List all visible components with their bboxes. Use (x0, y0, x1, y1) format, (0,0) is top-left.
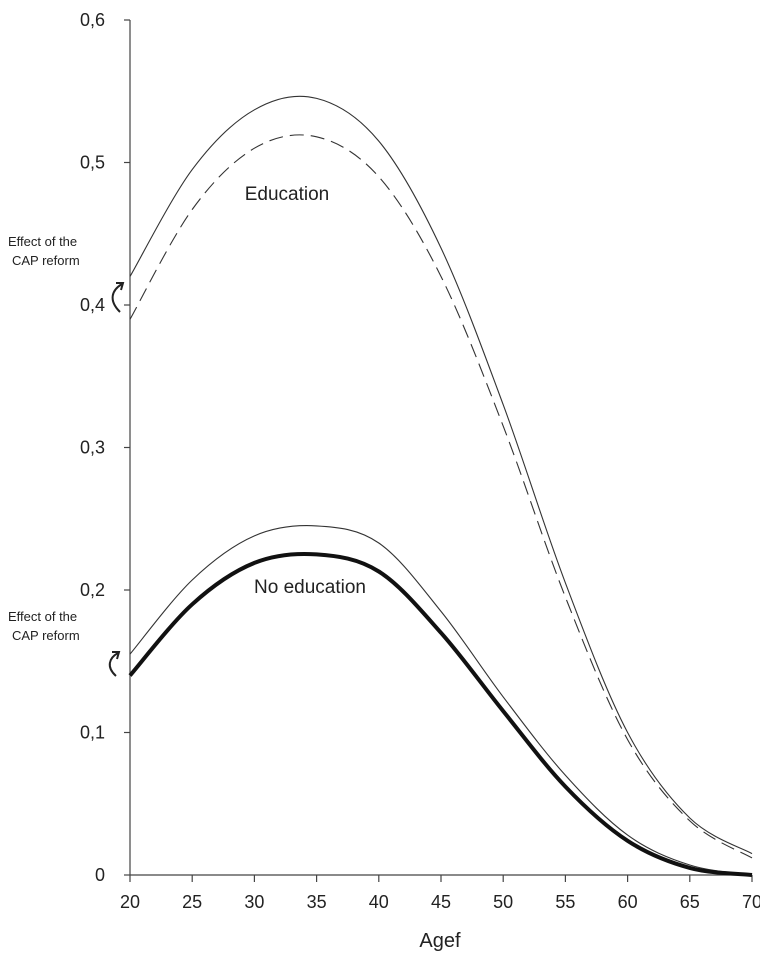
annotation-education: Education (245, 184, 330, 205)
side-note-upper-line-1: Effect of the (8, 234, 77, 249)
series-education-after-reform (129, 95, 753, 855)
arrow-lower-head-icon (112, 651, 121, 660)
arrow-upper-icon (111, 283, 123, 313)
annotation-no-education: No education (254, 577, 366, 598)
y-tick-label: 0,5 (80, 153, 105, 173)
x-axis-title: Agef (419, 930, 461, 952)
side-note-lower: Effect of the CAP reform (8, 609, 80, 643)
x-tick-label: 60 (618, 892, 638, 912)
x-tick-label: 65 (680, 892, 700, 912)
side-note-lower-line-2: CAP reform (12, 628, 80, 643)
y-tick-label: 0,4 (80, 295, 105, 315)
axes (129, 20, 752, 876)
arrow-upper-head-icon (116, 282, 125, 291)
y-tick-label: 0,6 (80, 10, 105, 30)
side-note-lower-line-1: Effect of the (8, 609, 77, 624)
ticks: 20 25 30 35 40 45 50 55 60 65 70 0 0,1 0,2 0,3 0,4 0,5 0,… (80, 10, 760, 912)
x-tick-label: 30 (244, 892, 264, 912)
y-tick-label: 0,1 (80, 723, 105, 743)
y-tick-label: 0,3 (80, 438, 105, 458)
x-tick-label: 25 (182, 892, 202, 912)
series-group (128, 95, 753, 877)
x-tick-label: 70 (742, 892, 760, 912)
x-tick-label: 50 (493, 892, 513, 912)
series-education-before-reform (129, 134, 753, 859)
y-tick-label: 0,2 (80, 580, 105, 600)
side-note-upper: Effect of the CAP reform (8, 234, 80, 268)
x-tick-label: 20 (120, 892, 140, 912)
arrow-lower-icon (108, 652, 119, 677)
y-tick-label: 0 (95, 865, 105, 885)
x-tick-label: 45 (431, 892, 451, 912)
x-tick-label: 55 (555, 892, 575, 912)
series-no-education-after-reform (129, 525, 753, 876)
side-note-upper-line-2: CAP reform (12, 253, 80, 268)
series-no-education-before-reform (128, 551, 753, 877)
x-tick-label: 35 (307, 892, 327, 912)
x-tick-label: 40 (369, 892, 389, 912)
